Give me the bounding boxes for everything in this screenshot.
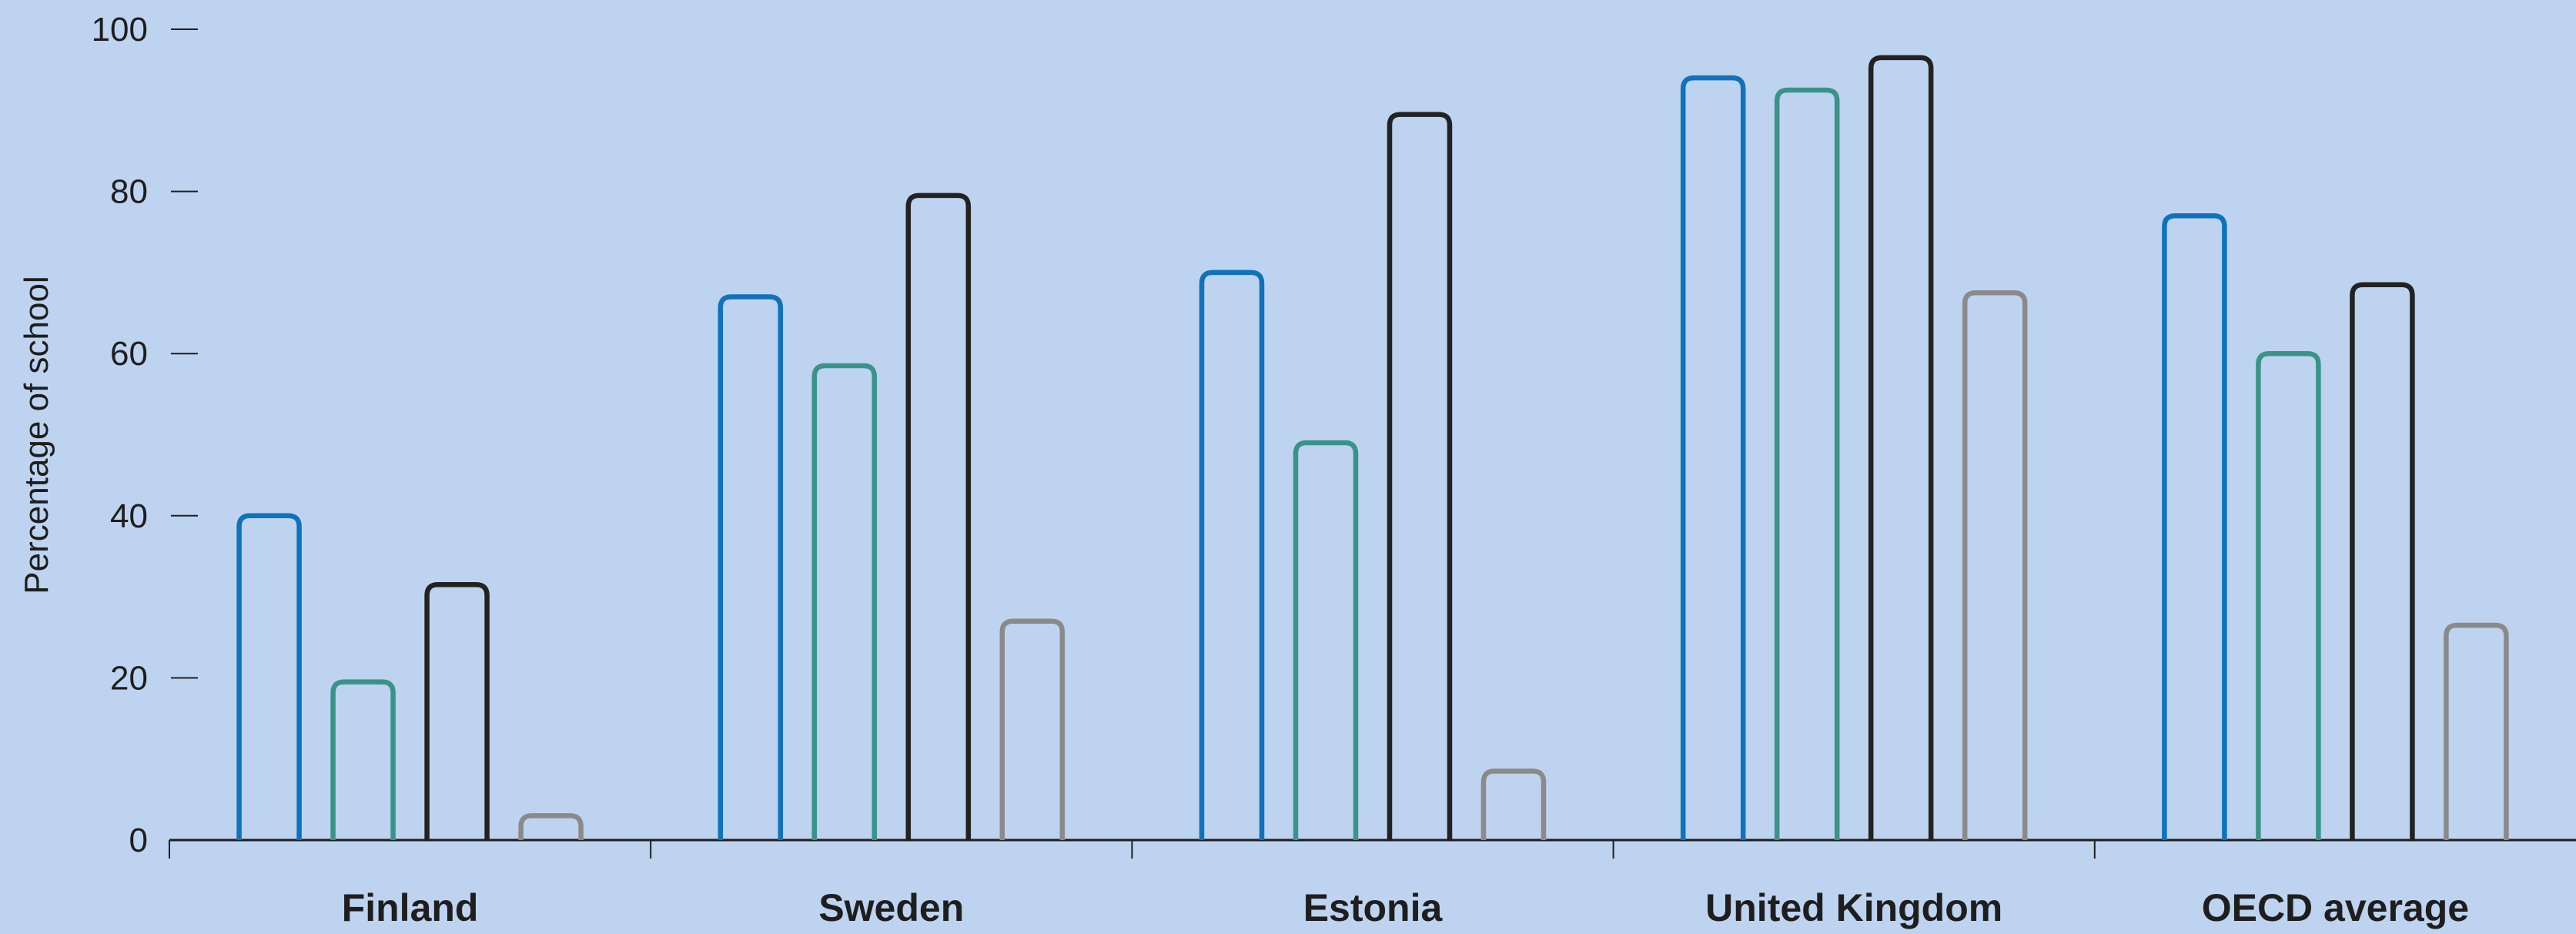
bar-estonia-series-2 bbox=[1293, 440, 1359, 840]
y-tick-label: 80 bbox=[110, 173, 148, 211]
bar-finland-series-4 bbox=[518, 813, 584, 840]
bar-united-kingdom-series-2 bbox=[1774, 87, 1840, 840]
bar-united-kingdom-series-3 bbox=[1868, 55, 1934, 840]
bar-united-kingdom-series-1 bbox=[1680, 75, 1746, 840]
bar-sweden-series-3 bbox=[905, 192, 972, 840]
bar-finland-series-2 bbox=[330, 679, 396, 840]
y-tick-label: 100 bbox=[92, 11, 148, 49]
x-axis: Finland Sweden Estonia United Kingdom OECD a… bbox=[169, 839, 2576, 929]
bar-sweden-series-1 bbox=[718, 294, 784, 840]
bar-sweden-series-4 bbox=[999, 618, 1066, 840]
bar-finland-series-1 bbox=[236, 513, 302, 840]
bar-oecd-average-series-1 bbox=[2162, 213, 2227, 840]
x-category-label: United Kingdom bbox=[1705, 886, 2002, 929]
bars bbox=[236, 55, 2509, 840]
x-category-label: OECD average bbox=[2202, 886, 2469, 929]
bar-united-kingdom-series-4 bbox=[1962, 290, 2028, 840]
y-axis-title: Percentage of school bbox=[18, 276, 55, 594]
y-tick-label: 60 bbox=[110, 335, 148, 373]
x-category-label: Finland bbox=[342, 886, 479, 929]
bar-finland-series-3 bbox=[424, 582, 490, 840]
bar-oecd-average-series-4 bbox=[2444, 622, 2509, 840]
x-category-label: Estonia bbox=[1303, 886, 1444, 929]
y-tick-label: 20 bbox=[110, 659, 148, 697]
x-category-label: Sweden bbox=[818, 886, 964, 929]
bar-oecd-average-series-2 bbox=[2256, 350, 2321, 840]
y-tick-label: 40 bbox=[110, 497, 148, 535]
y-tick-label: 0 bbox=[129, 822, 148, 859]
bar-estonia-series-1 bbox=[1199, 269, 1265, 840]
bar-estonia-series-4 bbox=[1480, 768, 1547, 840]
bar-oecd-average-series-3 bbox=[2350, 282, 2415, 840]
bar-estonia-series-3 bbox=[1387, 112, 1453, 840]
bar-sweden-series-2 bbox=[811, 363, 878, 840]
y-axis: 0 20 40 60 80 100 bbox=[92, 11, 198, 859]
